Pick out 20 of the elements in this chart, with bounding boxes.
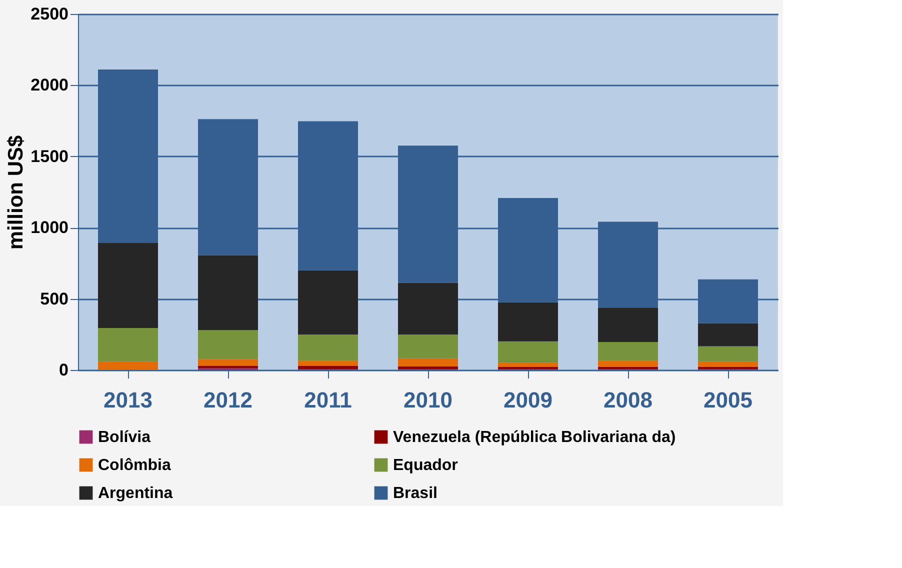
legend-label: Brasil — [393, 485, 438, 502]
x-tick-label: 2013 — [104, 388, 152, 412]
legend-label: Argentina — [98, 485, 173, 502]
y-tick-label: 2000 — [30, 76, 68, 95]
x-tick-label: 2010 — [404, 388, 452, 412]
x-tick-label: 2011 — [304, 388, 352, 412]
y-axis-title: million US$ — [4, 135, 28, 250]
y-tick-label: 1000 — [30, 218, 68, 238]
y-tick-label: 500 — [40, 289, 68, 308]
x-tick-label: 2009 — [504, 388, 552, 412]
y-tick-label: 0 — [59, 360, 68, 380]
legend-label: Colômbia — [98, 457, 171, 474]
y-tick-label: 2500 — [30, 4, 68, 24]
legend-label: Equador — [393, 457, 458, 474]
legend-label: Bolívia — [98, 429, 151, 446]
x-tick-label: 2012 — [204, 388, 252, 412]
y-tick-label: 1500 — [30, 146, 68, 166]
x-tick-label: 2008 — [604, 388, 652, 412]
x-tick-label: 2005 — [704, 388, 752, 412]
legend-label: Venezuela (República Bolivariana da) — [393, 429, 676, 446]
